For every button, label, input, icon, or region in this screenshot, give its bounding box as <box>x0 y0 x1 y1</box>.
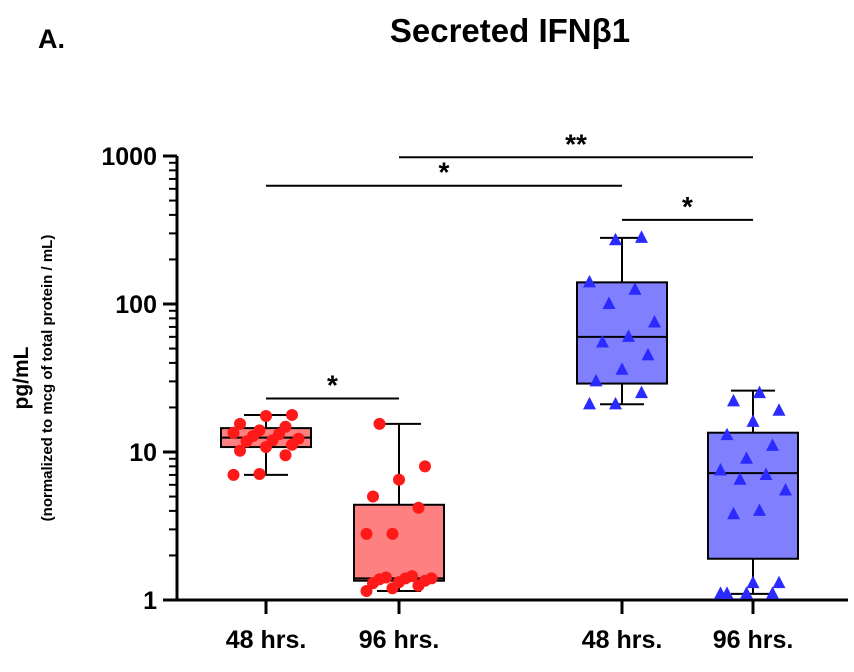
data-point <box>393 473 405 486</box>
data-point <box>292 432 305 445</box>
y-tick-label: 1000 <box>101 143 157 171</box>
data-point <box>727 506 740 520</box>
data-point <box>386 527 399 540</box>
significance-label: * <box>327 369 338 400</box>
data-point <box>727 393 740 407</box>
data-point <box>772 403 786 416</box>
y-tick-label: 100 <box>115 291 157 319</box>
data-point <box>615 362 629 375</box>
data-point <box>733 472 747 485</box>
data-point <box>714 463 727 476</box>
data-point <box>759 467 773 480</box>
significance-bars: ***** <box>266 128 753 400</box>
data-point <box>609 232 622 246</box>
data-points <box>227 230 792 599</box>
data-point <box>740 586 753 599</box>
x-tick-label: 96 hrs. <box>713 626 794 654</box>
data-point <box>766 438 779 451</box>
data-point <box>648 315 661 328</box>
data-point <box>609 396 622 410</box>
data-point <box>360 527 373 540</box>
data-point <box>628 282 642 295</box>
data-point <box>622 329 635 342</box>
data-point <box>253 468 266 481</box>
data-point <box>635 230 648 243</box>
data-point <box>720 586 734 599</box>
data-point <box>753 385 766 399</box>
x-tick-label: 48 hrs. <box>582 626 663 654</box>
boxes <box>220 236 799 595</box>
data-point <box>360 585 373 598</box>
data-point <box>772 575 786 589</box>
data-point <box>286 408 298 421</box>
box-4 <box>707 389 799 595</box>
significance-label: * <box>439 157 450 188</box>
significance-label: * <box>682 191 693 222</box>
data-point <box>766 586 779 599</box>
data-point <box>596 334 609 348</box>
data-point <box>635 385 648 399</box>
box-iqr <box>353 503 445 582</box>
data-point <box>373 417 386 430</box>
box-2 <box>353 422 445 593</box>
y-axis-sublabel: (normalized to mcg of total protein / mL… <box>39 235 56 522</box>
data-point <box>367 490 379 503</box>
data-point <box>779 482 792 496</box>
data-point <box>583 396 596 410</box>
data-point <box>234 417 246 430</box>
data-point <box>253 424 266 437</box>
x-tick-label: 48 hrs. <box>226 626 307 654</box>
y-axis-label: pg/mL <box>10 346 33 409</box>
data-point <box>583 274 596 288</box>
data-point <box>425 572 438 585</box>
data-point <box>279 420 292 433</box>
y-tick-label: 10 <box>129 439 157 467</box>
data-point <box>746 575 760 589</box>
chart-title: Secreted IFNβ1 <box>389 12 631 49</box>
data-point <box>720 427 734 441</box>
data-point <box>753 503 766 516</box>
panel-label: A. <box>38 24 65 54</box>
data-point <box>602 296 616 310</box>
x-tick-label: 96 hrs. <box>359 626 440 654</box>
data-point <box>641 347 655 361</box>
significance-label: ** <box>565 128 587 159</box>
data-point <box>412 501 425 514</box>
y-tick-label: 1 <box>143 587 157 615</box>
axes: 1 10 100 1000 48 hrs. 96 hrs. 48 hrs. 96 hrs. <box>101 143 848 654</box>
data-point <box>380 571 392 584</box>
data-point <box>406 570 418 583</box>
data-point <box>740 451 753 464</box>
data-point <box>746 414 760 427</box>
data-point <box>234 444 246 457</box>
box-iqr <box>707 431 799 560</box>
data-point <box>227 426 240 439</box>
data-point <box>260 410 272 423</box>
data-point <box>279 449 292 462</box>
data-point <box>589 373 603 387</box>
data-point <box>419 460 431 473</box>
data-point <box>227 468 240 481</box>
